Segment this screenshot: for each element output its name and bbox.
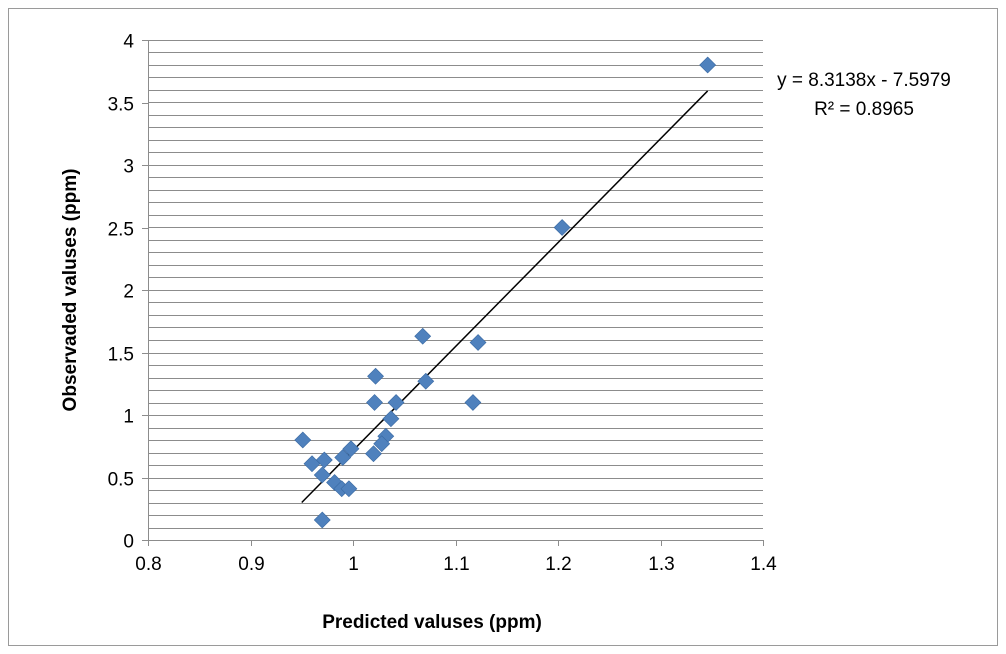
y-tick-label: 3.5 (108, 95, 134, 116)
y-tick-label: 0 (123, 532, 134, 553)
data-point (313, 466, 331, 484)
y-tick-label: 1.5 (108, 345, 134, 366)
x-tick-label: 0.8 (135, 554, 161, 575)
data-point (367, 367, 384, 385)
data-point (699, 56, 717, 74)
x-axis-title: Predicted valuses (ppm) (322, 612, 542, 633)
trendline-layer (301, 90, 709, 504)
tick-labels: 0 0.5 1 1.5 2 2.5 3 3.5 4 0.8 0.9 1 1.1 1.2 1.3 1.4 (108, 32, 778, 576)
y-tick-label: 3 (123, 157, 134, 178)
x-tick-label: 1.3 (648, 554, 674, 575)
data-point (417, 372, 435, 390)
data-point (469, 334, 487, 351)
data-point (373, 435, 391, 453)
x-tick-label: 1.2 (545, 554, 571, 575)
trendline-r2: R² = 0.8965 (814, 99, 914, 120)
trendline (301, 90, 709, 504)
y-tick-label: 2.5 (108, 220, 134, 241)
data-point (315, 451, 333, 469)
data-point (294, 431, 312, 449)
x-tick-label: 1 (348, 554, 359, 575)
trendline-equation: y = 8.3138x - 7.5979 (777, 70, 951, 91)
data-point (303, 455, 321, 473)
y-tick-label: 0.5 (108, 470, 134, 491)
y-tick-label: 2 (123, 282, 134, 303)
x-tick-label: 1.4 (750, 554, 777, 575)
data-point (464, 394, 482, 411)
data-point (382, 410, 400, 428)
x-tick-label: 1.1 (443, 554, 469, 575)
axes (142, 40, 764, 546)
data-point (365, 445, 382, 463)
data-point (334, 449, 352, 466)
data-point (366, 394, 383, 411)
data-point (553, 219, 571, 236)
y-tick-label: 4 (123, 32, 134, 53)
y-tick-label: 1 (123, 407, 134, 428)
x-tick-label: 0.9 (238, 554, 264, 575)
data-point (342, 440, 360, 458)
data-point (340, 480, 358, 498)
gridlines (148, 40, 763, 529)
data-point (387, 394, 405, 411)
data-point (313, 511, 331, 529)
data-points (294, 56, 717, 529)
y-axis-title: Observaded valuses (ppm) (60, 169, 81, 412)
data-point (414, 327, 432, 345)
